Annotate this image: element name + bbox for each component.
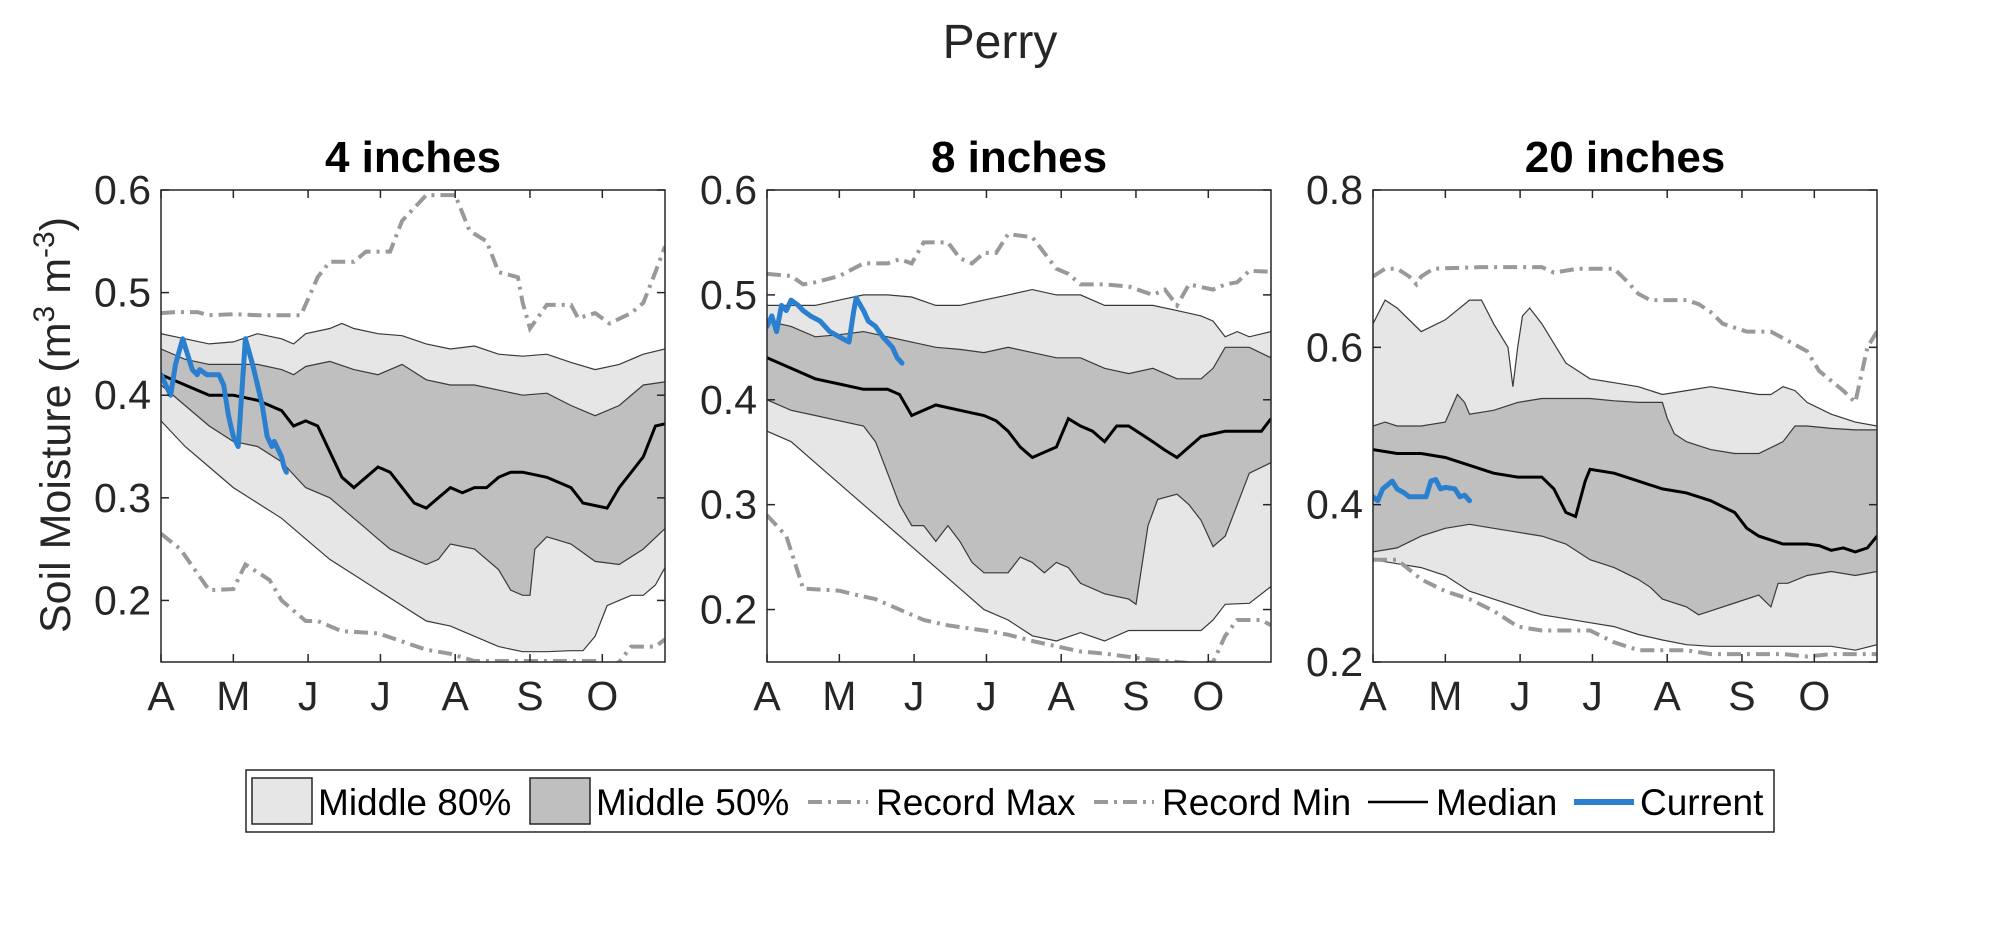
panel-1: 0.20.30.40.50.6A M J J A S O4 inches bbox=[94, 133, 666, 719]
band-edge-p75 bbox=[767, 320, 1271, 380]
panel-3: 0.20.40.60.8A M J J A S O20 inches bbox=[1306, 133, 1878, 719]
band-edge-p25 bbox=[161, 384, 665, 596]
median-line bbox=[161, 373, 665, 510]
y-tick-label: 0.5 bbox=[94, 270, 151, 316]
y-axis-label: Soil Moisture (m3 m-3) bbox=[28, 217, 80, 633]
legend-label-middle80: Middle 80% bbox=[318, 782, 511, 823]
band-edge-p90 bbox=[767, 288, 1271, 338]
legend-label-current: Current bbox=[1640, 782, 1764, 823]
panel-title: 4 inches bbox=[325, 133, 501, 182]
legend-label-middle50: Middle 50% bbox=[596, 782, 789, 823]
record-max-line bbox=[1373, 265, 1877, 407]
y-tick-label: 0.2 bbox=[1306, 639, 1363, 685]
x-tick-label: S bbox=[516, 673, 543, 719]
legend-label-record-min: Record Min bbox=[1162, 782, 1351, 823]
x-tick-label: M bbox=[216, 673, 250, 719]
legend: Middle 80% Middle 50% Record Max Record … bbox=[245, 769, 1775, 833]
record-min-line bbox=[161, 532, 665, 662]
band-edge-p10 bbox=[767, 430, 1271, 642]
band-edge-p25 bbox=[767, 399, 1271, 606]
panel-2: 0.20.30.40.50.6A M J J A S O8 inches bbox=[700, 133, 1272, 719]
panel-plot-area bbox=[1373, 265, 1877, 659]
band-edge-p10 bbox=[1373, 559, 1877, 651]
band-edge-p90 bbox=[161, 322, 665, 371]
median-line bbox=[767, 356, 1271, 460]
x-tick-label: M bbox=[822, 673, 856, 719]
y-tick-label: 0.3 bbox=[94, 475, 151, 521]
x-tick-label: S bbox=[1728, 673, 1755, 719]
y-tick-label: 0.4 bbox=[94, 372, 151, 418]
legend-swatch-middle50 bbox=[529, 777, 591, 825]
y-tick-label: 0.6 bbox=[1306, 324, 1363, 370]
y-axis-label-end: ) bbox=[32, 217, 80, 231]
y-tick-label: 0.2 bbox=[94, 577, 151, 623]
x-tick-label: J bbox=[370, 673, 391, 719]
x-tick-label: O bbox=[586, 673, 618, 719]
y-axis-label-sup2: -3 bbox=[28, 231, 61, 258]
x-tick-label: M bbox=[1428, 673, 1462, 719]
current-line bbox=[767, 295, 905, 366]
y-tick-label: 0.4 bbox=[1306, 482, 1363, 528]
x-tick-label: A bbox=[753, 673, 781, 719]
legend-swatch-middle80 bbox=[251, 777, 313, 825]
x-tick-label: A bbox=[147, 673, 175, 719]
median-line bbox=[1373, 448, 1877, 554]
band-edge-p10 bbox=[161, 420, 665, 653]
figure-title: Perry bbox=[943, 16, 1058, 69]
y-tick-label: 0.2 bbox=[700, 587, 757, 633]
x-tick-label: A bbox=[1359, 673, 1387, 719]
band-edge-p75 bbox=[161, 348, 665, 417]
x-tick-label: A bbox=[442, 673, 470, 719]
legend-label-record-max: Record Max bbox=[876, 782, 1076, 823]
x-tick-label: J bbox=[298, 673, 319, 719]
record-min-line bbox=[767, 513, 1271, 662]
band-middle50 bbox=[161, 349, 665, 596]
legend-label-median: Median bbox=[1436, 782, 1557, 823]
y-axis-label-main: Soil Moisture (m bbox=[32, 322, 80, 633]
current-line bbox=[161, 336, 289, 475]
band-edge-p75 bbox=[1373, 393, 1877, 455]
band-edge-p25 bbox=[1373, 523, 1877, 616]
record-max-line bbox=[161, 193, 665, 334]
axes-box bbox=[766, 189, 1272, 663]
panel-plot-area bbox=[767, 231, 1271, 662]
chart-panels: 0.20.30.40.50.6A M J J A S O4 inches0.20.30.40… bbox=[94, 133, 1878, 719]
x-tick-label: O bbox=[1192, 673, 1224, 719]
y-tick-label: 0.8 bbox=[1306, 167, 1363, 213]
panel-plot-area bbox=[161, 193, 665, 662]
y-tick-label: 0.5 bbox=[700, 272, 757, 318]
legend-box bbox=[245, 769, 1775, 833]
y-axis-label-sup1: 3 bbox=[28, 306, 61, 323]
x-tick-label: J bbox=[1510, 673, 1531, 719]
axes-box bbox=[1372, 189, 1878, 663]
axes-box bbox=[160, 189, 666, 663]
x-tick-label: O bbox=[1798, 673, 1830, 719]
y-tick-label: 0.6 bbox=[700, 167, 757, 213]
x-tick-label: J bbox=[976, 673, 997, 719]
x-tick-label: S bbox=[1122, 673, 1149, 719]
x-tick-label: A bbox=[1048, 673, 1076, 719]
current-line bbox=[1373, 477, 1472, 504]
x-tick-label: J bbox=[1582, 673, 1603, 719]
x-tick-label: J bbox=[904, 673, 925, 719]
y-axis-label-mid: m bbox=[32, 258, 80, 306]
band-middle50 bbox=[1373, 394, 1877, 615]
panel-title: 20 inches bbox=[1525, 133, 1726, 182]
y-tick-label: 0.6 bbox=[94, 167, 151, 213]
y-tick-label: 0.3 bbox=[700, 482, 757, 528]
panel-title: 8 inches bbox=[931, 133, 1107, 182]
band-edge-p90 bbox=[1373, 299, 1877, 427]
record-max-line bbox=[767, 231, 1271, 310]
y-tick-label: 0.4 bbox=[700, 377, 757, 423]
record-min-line bbox=[1373, 557, 1877, 659]
x-tick-label: A bbox=[1654, 673, 1682, 719]
